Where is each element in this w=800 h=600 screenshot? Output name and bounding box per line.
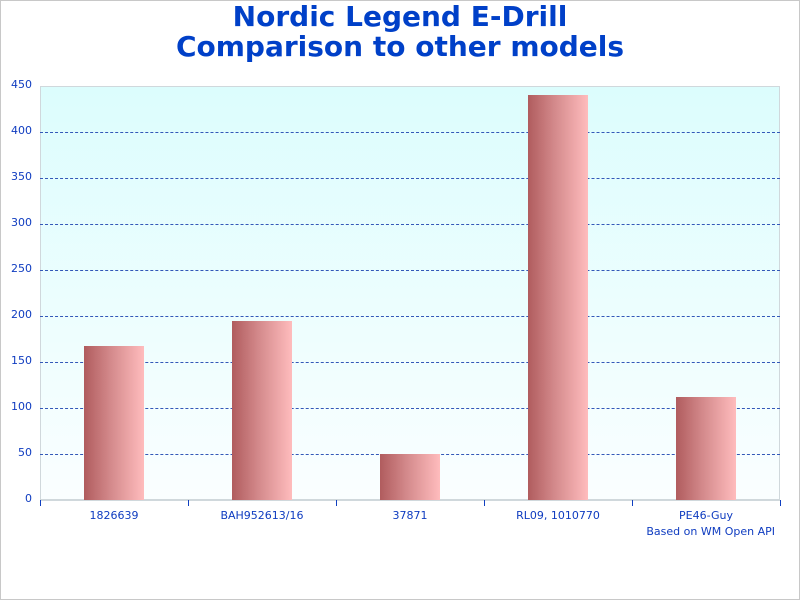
x-tick-mark [632,500,633,506]
x-tick-label: BAH952613/16 [220,509,304,522]
y-tick-label: 0 [25,492,32,505]
gridline [40,362,780,363]
chart-title: Nordic Legend E-Drill Comparison to othe… [0,2,800,62]
y-tick-label: 350 [11,170,32,183]
x-tick-mark [484,500,485,506]
plot-area [40,86,780,500]
x-tick-label: 1826639 [89,509,139,522]
y-tick-label: 50 [18,446,32,459]
bar [380,454,440,500]
x-tick-mark [188,500,189,506]
gridline [40,132,780,133]
chart-title-line2: Comparison to other models [175,30,625,63]
x-axis-line [40,500,780,501]
y-tick-label: 450 [11,78,32,91]
gridline [40,316,780,317]
bar [528,95,588,500]
bar [232,321,292,500]
bar [676,397,736,500]
y-tick-label: 200 [11,308,32,321]
chart-title-line1: Nordic Legend E-Drill [232,0,568,33]
x-tick-mark [336,500,337,506]
x-tick-label: RL09, 1010770 [516,509,600,522]
bar [84,346,144,500]
y-tick-label: 300 [11,216,32,229]
y-tick-label: 150 [11,354,32,367]
x-tick-mark [40,500,41,506]
y-tick-label: 400 [11,124,32,137]
x-tick-label: 37871 [392,509,428,522]
gridline [40,178,780,179]
gridline [40,224,780,225]
gridline [40,408,780,409]
y-tick-label: 100 [11,400,32,413]
credit-note: Based on WM Open API [646,525,775,538]
gridline [40,270,780,271]
y-tick-label: 250 [11,262,32,275]
x-tick-mark [780,500,781,506]
x-tick-label: PE46-Guy [679,509,733,522]
